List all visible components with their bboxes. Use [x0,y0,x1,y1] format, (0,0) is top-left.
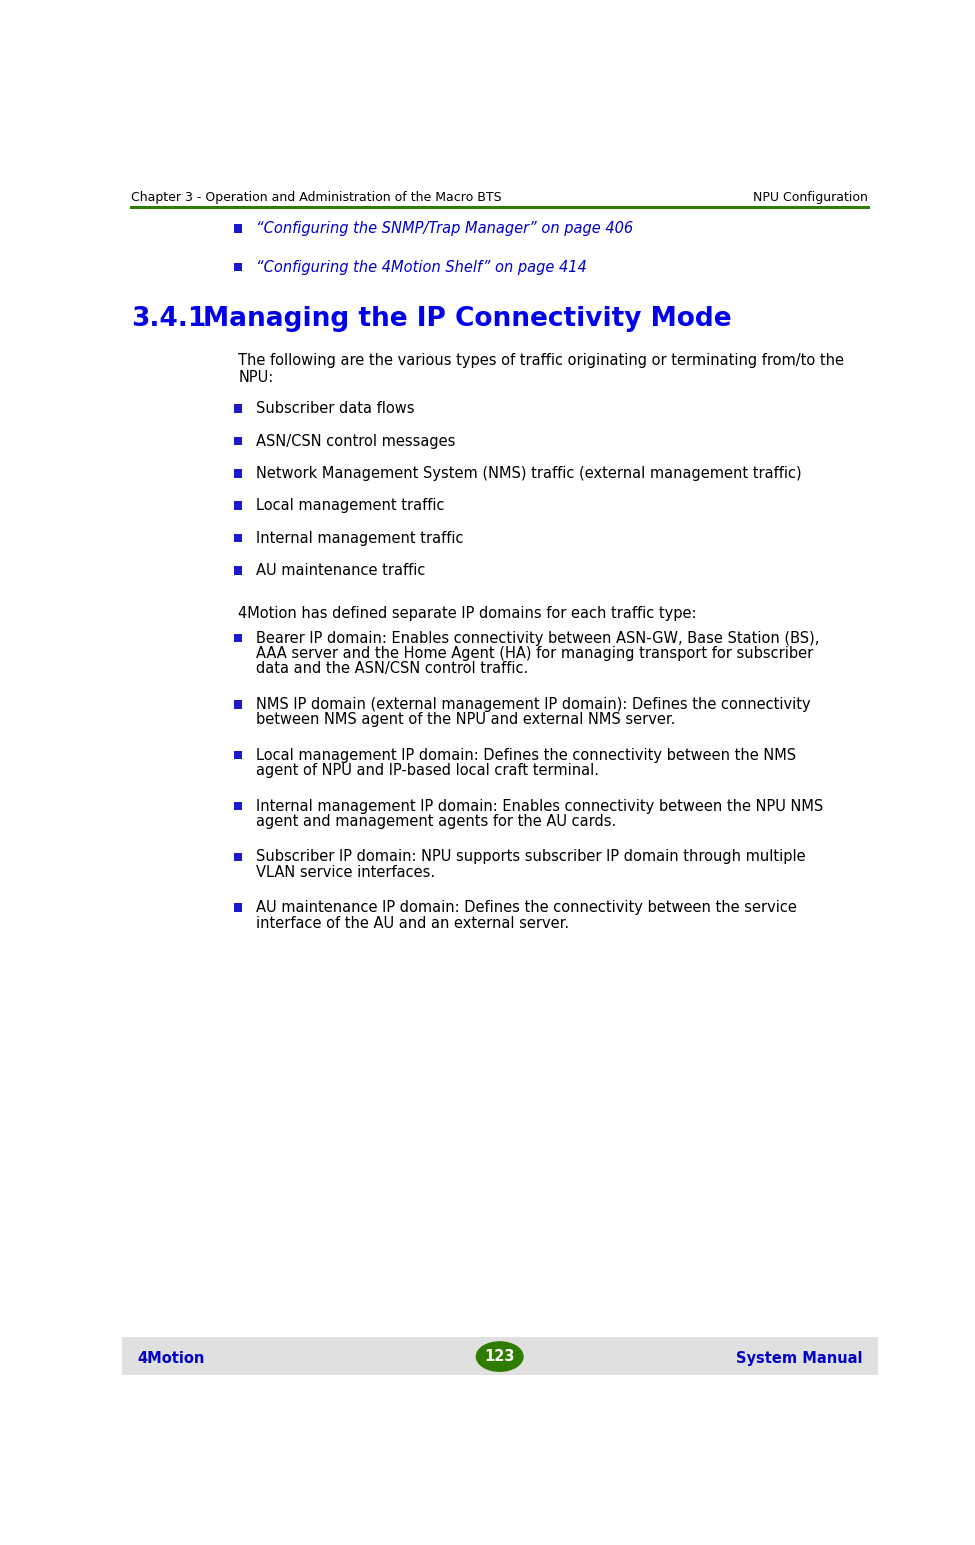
Text: Internal management IP domain: Enables connectivity between the NPU NMS: Internal management IP domain: Enables c… [256,799,823,814]
Text: Internal management traffic: Internal management traffic [256,530,463,545]
Bar [234,904,243,912]
Text: Network Management System (NMS) traffic (external management traffic): Network Management System (NMS) traffic … [256,467,801,480]
Text: AAA server and the Home Agent (HA) for managing transport for subscriber: AAA server and the Home Agent (HA) for m… [256,646,813,661]
Text: NPU:: NPU: [238,371,273,385]
Bar [234,633,243,643]
Text: 3.4.1: 3.4.1 [132,306,207,332]
Bar [234,802,243,810]
Bar [234,853,243,861]
Bar [234,263,243,272]
Text: between NMS agent of the NPU and external NMS server.: between NMS agent of the NPU and externa… [256,712,676,728]
Text: “Configuring the 4Motion Shelf” on page 414: “Configuring the 4Motion Shelf” on page … [256,260,587,275]
Bar [234,224,243,233]
Text: Local management IP domain: Defines the connectivity between the NMS: Local management IP domain: Defines the … [256,748,796,763]
Text: Local management traffic: Local management traffic [256,497,445,513]
Bar [234,470,243,477]
Text: 123: 123 [485,1349,515,1364]
Text: AU maintenance traffic: AU maintenance traffic [256,562,425,578]
Text: AU maintenance IP domain: Defines the connectivity between the service: AU maintenance IP domain: Defines the co… [256,901,797,915]
Text: NPU Configuration: NPU Configuration [754,192,868,204]
Text: NMS IP domain (external management IP domain): Defines the connectivity: NMS IP domain (external management IP do… [256,697,810,712]
Text: The following are the various types of traffic originating or terminating from/t: The following are the various types of t… [238,354,844,368]
Text: Chapter 3 - Operation and Administration of the Macro BTS: Chapter 3 - Operation and Administration… [132,192,502,204]
Text: Bearer IP domain: Enables connectivity between ASN-GW, Base Station (BS),: Bearer IP domain: Enables connectivity b… [256,630,819,646]
Text: data and the ASN/CSN control traffic.: data and the ASN/CSN control traffic. [256,661,528,677]
Text: Subscriber data flows: Subscriber data flows [256,402,414,416]
Text: System Manual: System Manual [735,1350,862,1366]
Ellipse shape [476,1341,524,1372]
Bar [234,565,243,575]
Bar [234,502,243,510]
Text: agent of NPU and IP-based local craft terminal.: agent of NPU and IP-based local craft te… [256,763,599,779]
Text: 4Motion: 4Motion [137,1350,205,1366]
Text: “Configuring the SNMP/Trap Manager” on page 406: “Configuring the SNMP/Trap Manager” on p… [256,221,633,236]
Bar [234,535,243,542]
Text: agent and management agents for the AU cards.: agent and management agents for the AU c… [256,814,616,830]
Bar [234,437,243,445]
Bar [122,1336,878,1375]
Text: ASN/CSN control messages: ASN/CSN control messages [256,434,455,448]
Bar [234,405,243,413]
Text: Managing the IP Connectivity Mode: Managing the IP Connectivity Mode [203,306,732,332]
Text: 4Motion has defined separate IP domains for each traffic type:: 4Motion has defined separate IP domains … [238,606,696,621]
Bar [234,751,243,760]
Text: Subscriber IP domain: NPU supports subscriber IP domain through multiple: Subscriber IP domain: NPU supports subsc… [256,850,805,864]
Text: interface of the AU and an external server.: interface of the AU and an external serv… [256,916,569,930]
Text: VLAN service interfaces.: VLAN service interfaces. [256,865,435,879]
Bar [234,700,243,709]
